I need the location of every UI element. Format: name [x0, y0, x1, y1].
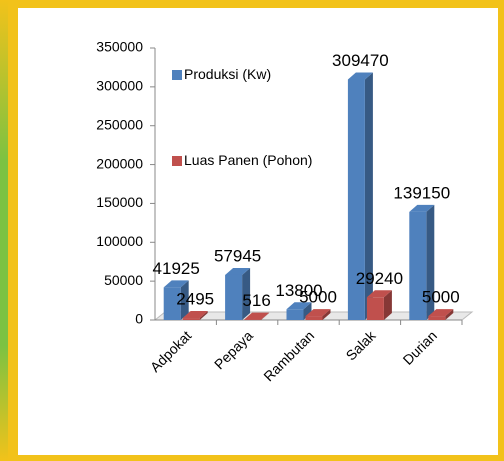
bar-side	[426, 204, 435, 320]
bar-side	[383, 290, 392, 320]
bar-side	[242, 267, 251, 320]
bar-top	[409, 204, 435, 212]
y-tick-label: 300000	[96, 78, 143, 94]
data-label: 309470	[332, 51, 389, 70]
bar	[286, 309, 304, 320]
y-tick-label: 50000	[104, 272, 143, 288]
bar	[347, 79, 365, 321]
bar	[225, 274, 243, 320]
legend-label: Produksi (Kw)	[184, 66, 272, 82]
data-label: 516	[242, 291, 270, 310]
y-tick-label: 200000	[96, 155, 143, 171]
bar-top	[347, 72, 373, 80]
legend-label: Luas Panen (Pohon)	[184, 152, 313, 168]
bar-top	[428, 309, 454, 317]
frame-edge	[0, 0, 8, 461]
bar-side	[303, 302, 312, 320]
bar-top	[163, 280, 189, 288]
y-tick-label: 250000	[96, 116, 143, 132]
bar-side	[199, 311, 208, 320]
bar	[409, 211, 427, 320]
bar-side	[261, 312, 270, 320]
bar-top	[286, 302, 312, 310]
data-label: 13800	[275, 281, 322, 300]
bar	[182, 318, 200, 320]
bar	[163, 287, 181, 320]
bar-side	[445, 309, 454, 320]
bar-top	[305, 309, 331, 317]
data-label: 139150	[393, 183, 450, 202]
data-label: 5000	[422, 288, 460, 307]
legend-swatch	[172, 156, 182, 166]
bar-side	[180, 280, 189, 320]
legend-entry: Produksi (Kw)	[184, 66, 272, 82]
data-label: 41925	[153, 259, 200, 278]
bar	[428, 316, 446, 320]
y-tick-label: 0	[135, 311, 143, 327]
data-label: 57945	[214, 246, 261, 265]
legend-entry: Luas Panen (Pohon)	[184, 152, 313, 168]
bar-top	[244, 312, 270, 320]
y-tick-label: 350000	[96, 39, 143, 55]
bar-top	[225, 267, 251, 275]
bar-side	[364, 72, 373, 321]
bar	[366, 297, 384, 320]
legend-swatch	[172, 70, 182, 80]
bar-side	[322, 309, 331, 320]
bar	[305, 316, 323, 320]
y-tick-label: 100000	[96, 233, 143, 249]
data-label: 29240	[356, 269, 403, 288]
bar-top	[366, 290, 392, 298]
bar-top	[182, 311, 208, 319]
data-label: 2495	[176, 290, 214, 309]
data-label: 5000	[299, 288, 337, 307]
y-tick-label: 150000	[96, 194, 143, 210]
